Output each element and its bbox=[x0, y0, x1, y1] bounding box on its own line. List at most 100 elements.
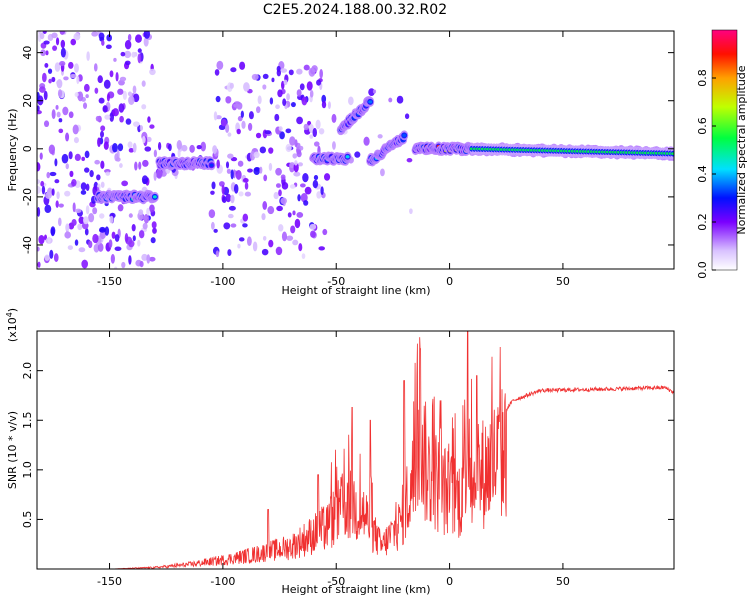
y-tick-label: 40 bbox=[21, 46, 34, 60]
spectrogram-cell bbox=[157, 142, 162, 151]
spectrogram-cell bbox=[285, 128, 292, 134]
spectrogram-cell bbox=[37, 162, 41, 172]
spectrogram-cell bbox=[137, 239, 141, 247]
x-tick-label: 50 bbox=[556, 575, 570, 588]
spectrogram-cell bbox=[102, 105, 108, 113]
spectrogram-cell bbox=[61, 153, 69, 164]
spectrogram-cell bbox=[237, 160, 244, 167]
spectrogram-cell bbox=[138, 230, 145, 239]
spectrogram-cell bbox=[227, 249, 232, 256]
spectrogram-cell bbox=[100, 160, 105, 170]
spectrogram-cell bbox=[275, 246, 283, 256]
spectrogram-cell bbox=[143, 31, 151, 39]
spectrogram-cell bbox=[227, 153, 234, 159]
spectrogram-cell bbox=[127, 91, 133, 97]
spectrogram-cell bbox=[37, 105, 40, 112]
spectrogram-cell bbox=[58, 128, 64, 134]
spectrogram-cell bbox=[50, 228, 55, 237]
spectrogram-cell bbox=[409, 208, 413, 215]
spectrogram-cell bbox=[300, 193, 308, 203]
spectrogram-cell bbox=[112, 143, 118, 153]
spectrogram-cell bbox=[247, 122, 253, 131]
spectrogram-cell bbox=[80, 182, 87, 191]
colorbar-tick-label: 0.8 bbox=[696, 69, 709, 87]
spectrogram-cell bbox=[114, 234, 120, 242]
spectrogram-cell bbox=[49, 171, 57, 177]
spectrogram-cell bbox=[115, 157, 121, 162]
spectrogram-cell bbox=[268, 162, 273, 171]
spectrogram-cell bbox=[105, 171, 111, 176]
y-tick-label: 1.0 bbox=[21, 461, 34, 479]
spectrogram-cell bbox=[264, 130, 272, 135]
spectrogram-cell bbox=[40, 180, 45, 187]
spectrogram-cell bbox=[142, 136, 146, 144]
spectrogram-cell bbox=[70, 38, 77, 46]
spectrogram-cell bbox=[268, 147, 274, 154]
spectrogram-cell bbox=[313, 175, 319, 181]
spectrogram-cell bbox=[54, 179, 60, 184]
spectrogram-cell bbox=[296, 150, 302, 158]
spectrogram-cell bbox=[55, 200, 59, 208]
spectrogram-cell bbox=[135, 34, 142, 43]
spectrogram-cell bbox=[146, 207, 150, 216]
spectrogram-cell bbox=[77, 91, 84, 102]
spectrogram-cell bbox=[88, 212, 95, 223]
spectrogram-cell bbox=[97, 75, 103, 84]
spectrogram-cell bbox=[280, 174, 286, 180]
spectrogram-cell bbox=[71, 218, 77, 226]
spectrogram-cell bbox=[321, 100, 327, 109]
spectrogram-cell bbox=[47, 236, 51, 244]
spectrogram-cell bbox=[69, 73, 77, 79]
spectrogram-cell bbox=[227, 213, 234, 219]
spectrogram-cell bbox=[149, 68, 156, 76]
spectrogram-cell bbox=[131, 224, 136, 232]
spectrogram-cell bbox=[299, 145, 304, 151]
spectrogram-cell bbox=[51, 188, 55, 196]
spectrogram-cell bbox=[303, 200, 309, 206]
spectrogram-cell bbox=[262, 73, 269, 79]
spectrogram-cell bbox=[82, 216, 89, 225]
spectrogram-cell bbox=[235, 169, 242, 180]
spectrogram-cell bbox=[97, 137, 101, 148]
spectrogram-cell bbox=[44, 254, 50, 261]
spectrogram-cell bbox=[49, 249, 54, 259]
spectrogram-cell bbox=[40, 49, 46, 57]
spectrogram-cell bbox=[39, 152, 43, 160]
spectrogram-cell bbox=[150, 237, 156, 244]
spectrogram-cell bbox=[287, 212, 292, 218]
spectrogram-cell bbox=[226, 168, 231, 174]
spectrogram-cell bbox=[279, 131, 285, 140]
spectrogram-cell bbox=[297, 162, 304, 167]
spectrogram-cell bbox=[396, 95, 404, 104]
spectrogram-cell bbox=[388, 97, 393, 103]
spectrogram-cell bbox=[69, 170, 74, 178]
spectrogram-cell bbox=[72, 124, 79, 135]
spectrogram-cell bbox=[261, 248, 269, 256]
spectrogram-cell bbox=[331, 113, 337, 123]
spectrogram-cell bbox=[256, 106, 261, 114]
spectrogram-cell bbox=[56, 80, 62, 86]
spectrogram-cell bbox=[53, 253, 59, 262]
spectrogram-cell bbox=[286, 93, 290, 101]
spectrogram-cell bbox=[304, 186, 312, 195]
spectrogram-cell bbox=[286, 235, 294, 241]
spectrogram-cell bbox=[113, 57, 117, 62]
spectrogram-cell bbox=[269, 97, 274, 105]
spectrogram-cell bbox=[242, 223, 248, 228]
spectrogram-cell bbox=[309, 134, 314, 139]
spectrogram-cell bbox=[251, 73, 259, 81]
spectrogram-cell bbox=[211, 221, 215, 230]
x-tick-label: -50 bbox=[327, 275, 345, 288]
spectrogram-cell bbox=[37, 207, 41, 217]
spectrogram-cell bbox=[128, 240, 135, 248]
snr-exponent-base: (x10 bbox=[6, 317, 19, 342]
spectrogram-cell bbox=[303, 123, 309, 131]
spectrogram-cell bbox=[259, 146, 267, 154]
spectrogram-cell bbox=[277, 89, 283, 98]
spectrogram-cell bbox=[144, 146, 152, 152]
spectrogram-cell bbox=[141, 80, 146, 87]
spectrogram-cell bbox=[155, 169, 163, 179]
spectrogram-cell bbox=[133, 93, 140, 103]
spectrogram-cell bbox=[319, 68, 323, 79]
spectrogram-cell bbox=[313, 141, 320, 147]
